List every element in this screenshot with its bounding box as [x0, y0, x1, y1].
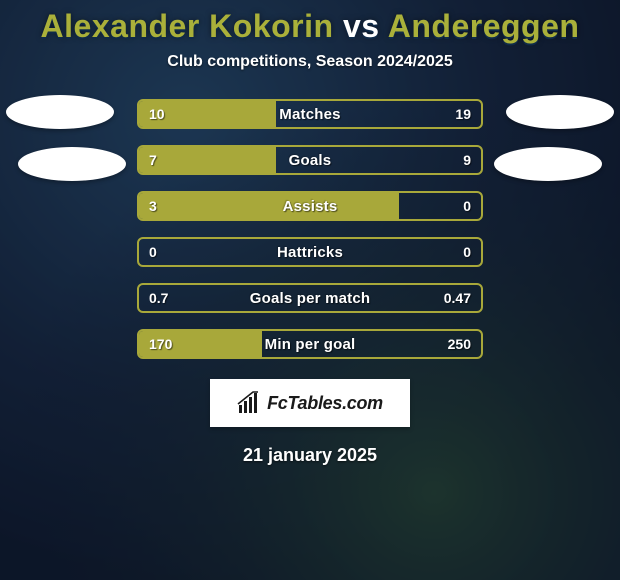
- team-a-logo-1: [6, 95, 114, 129]
- stat-label: Goals per match: [139, 285, 481, 311]
- stat-bar: 00Hattricks: [137, 237, 483, 267]
- stat-bars: 1019Matches 79Goals 30Assists 00Hattricks 0.…: [137, 99, 483, 359]
- stat-bar: 30Assists: [137, 191, 483, 221]
- stats-stage: 1019Matches 79Goals 30Assists 00Hattricks 0.…: [0, 99, 620, 359]
- date-label: 21 january 2025: [0, 445, 620, 466]
- stat-bar: 1019Matches: [137, 99, 483, 129]
- stat-label: Min per goal: [139, 331, 481, 357]
- stat-label: Assists: [139, 193, 481, 219]
- stat-bar: 0.70.47Goals per match: [137, 283, 483, 313]
- player-a-name: Alexander Kokorin: [41, 8, 334, 44]
- player-b-name: Andereggen: [388, 8, 580, 44]
- stat-bar: 170250Min per goal: [137, 329, 483, 359]
- team-a-logo-2: [18, 147, 126, 181]
- brand-chart-icon: [237, 391, 261, 415]
- stat-label: Goals: [139, 147, 481, 173]
- stat-label: Matches: [139, 101, 481, 127]
- page-title: Alexander Kokorin vs Andereggen: [0, 2, 620, 51]
- subtitle: Club competitions, Season 2024/2025: [0, 53, 620, 71]
- brand-badge: FcTables.com: [210, 379, 410, 427]
- team-b-logo-2: [494, 147, 602, 181]
- team-b-logo-1: [506, 95, 614, 129]
- stat-bar: 79Goals: [137, 145, 483, 175]
- title-vs: vs: [343, 8, 380, 44]
- comparison-infographic: Alexander Kokorin vs Andereggen Club com…: [0, 0, 620, 580]
- stat-label: Hattricks: [139, 239, 481, 265]
- brand-text: FcTables.com: [267, 393, 383, 414]
